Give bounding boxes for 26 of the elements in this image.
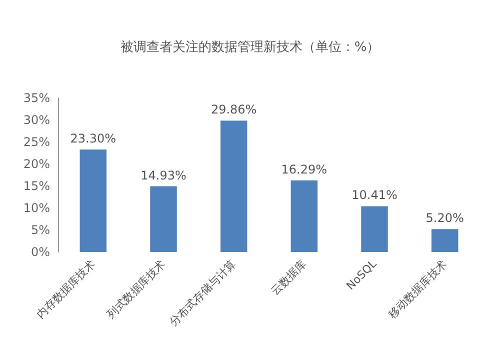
y-tick-label: 10% [23,201,50,215]
x-tick-label: 云数据库 [268,257,309,298]
y-tick-label: 15% [23,179,50,193]
bar [220,120,248,252]
data-label: 14.93% [140,168,186,182]
y-tick-label: 0% [30,245,50,259]
x-tick-label: 分布式存储与计算 [167,257,238,329]
y-tick-label: 20% [23,157,50,171]
y-tick-label: 35% [23,91,50,105]
data-label: 5.20% [426,211,464,226]
y-tick-label: 25% [23,135,50,149]
x-tick-label: 移动数据库技术 [386,257,450,322]
data-label: 29.86% [210,102,257,117]
chart-title: 被调查者关注的数据管理新技术（单位：%） [120,40,380,55]
bar [150,186,177,252]
bar [361,206,388,252]
x-tick-label: 内存数据库技术 [34,257,98,322]
bar [80,149,107,252]
data-label: 10.41% [352,188,398,202]
y-tick-label: 5% [30,223,50,237]
data-label: 23.30% [70,131,116,146]
y-tick-label: 30% [23,113,50,127]
bar [431,229,458,252]
x-tick-label: 列式数据库技术 [104,257,168,322]
bar [290,180,318,252]
data-label: 16.29% [281,162,328,176]
